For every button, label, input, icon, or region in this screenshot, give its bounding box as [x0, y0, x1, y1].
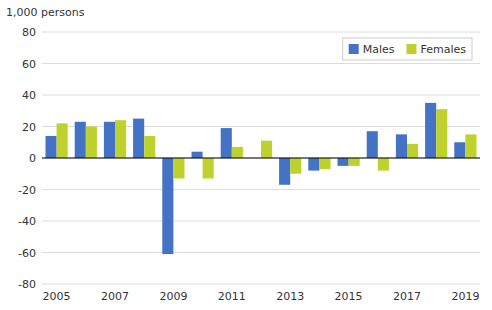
y-tick-label: 80: [22, 26, 36, 39]
legend-swatch: [349, 44, 359, 54]
chart-svg: -80 -60 -40 -20 0 20 40 60 80 2005 2007 2009 2011 201…: [0, 0, 492, 310]
bar: [162, 158, 173, 254]
grid-line: [42, 32, 480, 33]
bar: [144, 136, 155, 158]
x-tick-label: 2013: [276, 290, 304, 303]
bar: [115, 120, 126, 158]
bar: [319, 158, 330, 169]
y-tick-label: 60: [22, 58, 36, 71]
legend: Males Females: [343, 38, 472, 60]
bar: [454, 142, 465, 158]
grid-line: [42, 221, 480, 222]
y-tick-label: 40: [22, 89, 36, 102]
bar: [308, 158, 319, 171]
bar: [436, 109, 447, 158]
y-tick-label: 0: [29, 152, 36, 165]
grid-line: [42, 252, 480, 253]
y-tick-label: -60: [18, 247, 36, 260]
zero-line: [42, 157, 480, 158]
grid-line: [42, 95, 480, 96]
bars: [46, 103, 477, 254]
bar: [104, 122, 115, 158]
x-tick-label: 2005: [43, 290, 71, 303]
legend-swatch: [406, 44, 416, 54]
bar: [338, 158, 349, 166]
y-tick-label: -80: [18, 278, 36, 291]
bar: [203, 158, 214, 178]
bar: [378, 158, 389, 171]
bar: [425, 103, 436, 158]
bar: [407, 144, 418, 158]
bar: [86, 127, 97, 159]
bar: [75, 122, 86, 158]
bar: [290, 158, 301, 174]
grid: [42, 32, 480, 284]
y-tick-label: 20: [22, 121, 36, 134]
y-tick-label: -20: [18, 184, 36, 197]
x-tick-label: 2019: [451, 290, 479, 303]
grid-line: [42, 158, 480, 159]
bar: [367, 131, 378, 158]
y-tick-label: -40: [18, 215, 36, 228]
bar: [57, 123, 68, 158]
bar: [349, 158, 360, 166]
grid-line: [42, 189, 480, 190]
x-tick-label: 2015: [335, 290, 363, 303]
x-tick-label: 2011: [218, 290, 246, 303]
x-tick-label: 2007: [101, 290, 129, 303]
bar: [173, 158, 184, 178]
bar: [261, 141, 272, 158]
grid-line: [42, 63, 480, 64]
bar: [279, 158, 290, 185]
legend-label: Females: [420, 43, 466, 56]
chart-container: -80 -60 -40 -20 0 20 40 60 80 2005 2007 2009 2011 201…: [0, 0, 492, 310]
bar: [221, 128, 232, 158]
bar: [465, 134, 476, 158]
bar: [46, 136, 57, 158]
bar: [192, 152, 203, 158]
x-tick-label: 2017: [393, 290, 421, 303]
y-axis-label: 1,000 persons: [6, 6, 85, 19]
legend-label: Males: [363, 43, 395, 56]
bar: [133, 119, 144, 158]
legend-frame: [343, 38, 472, 60]
grid-line: [42, 284, 480, 285]
x-tick-label: 2009: [159, 290, 187, 303]
bar: [232, 147, 243, 158]
bar: [396, 134, 407, 158]
